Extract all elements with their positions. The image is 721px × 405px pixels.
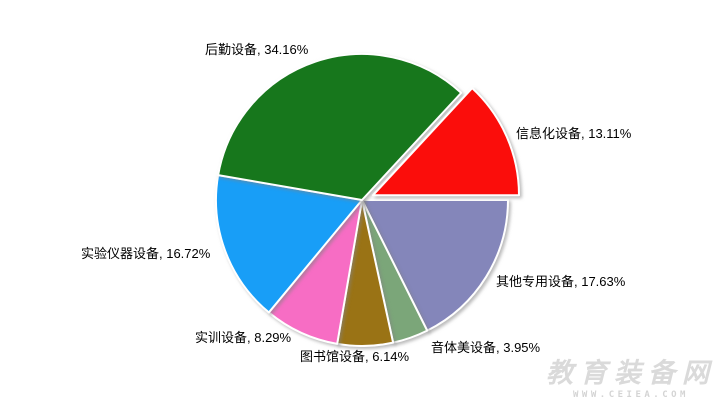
watermark-url-text: WWW.CEIEA.COM	[573, 390, 689, 400]
pie-slice-houqin-shebei[interactable]	[217, 52, 463, 201]
slice-label-shixun-shebei: 实训设备, 8.29%	[195, 330, 292, 345]
slice-label-shiyan-yiqi-shebei: 实验仪器设备, 16.72%	[81, 246, 211, 261]
slice-label-xinxihua-shebei: 信息化设备, 13.11%	[516, 126, 632, 141]
slice-label-yintimei-shebei: 音体美设备, 3.95%	[431, 340, 541, 355]
pie-slice-xinxihua-shebei[interactable]	[372, 87, 520, 197]
pie-slice-shiyan-yiqi-shebei[interactable]	[215, 174, 363, 314]
watermark-logo-text: 教育装备网	[546, 358, 716, 389]
slice-label-tushuguan-shebei: 图书馆设备, 6.14%	[300, 349, 410, 364]
pie-slice-qita-zhuanyong-shebei[interactable]	[361, 199, 509, 332]
watermark: 教育装备网 WWW.CEIEA.COM	[546, 358, 716, 401]
slice-label-houqin-shebei: 后勤设备, 34.16%	[205, 42, 309, 57]
slice-label-qita-zhuanyong-shebei: 其他专用设备, 17.63%	[496, 274, 626, 289]
